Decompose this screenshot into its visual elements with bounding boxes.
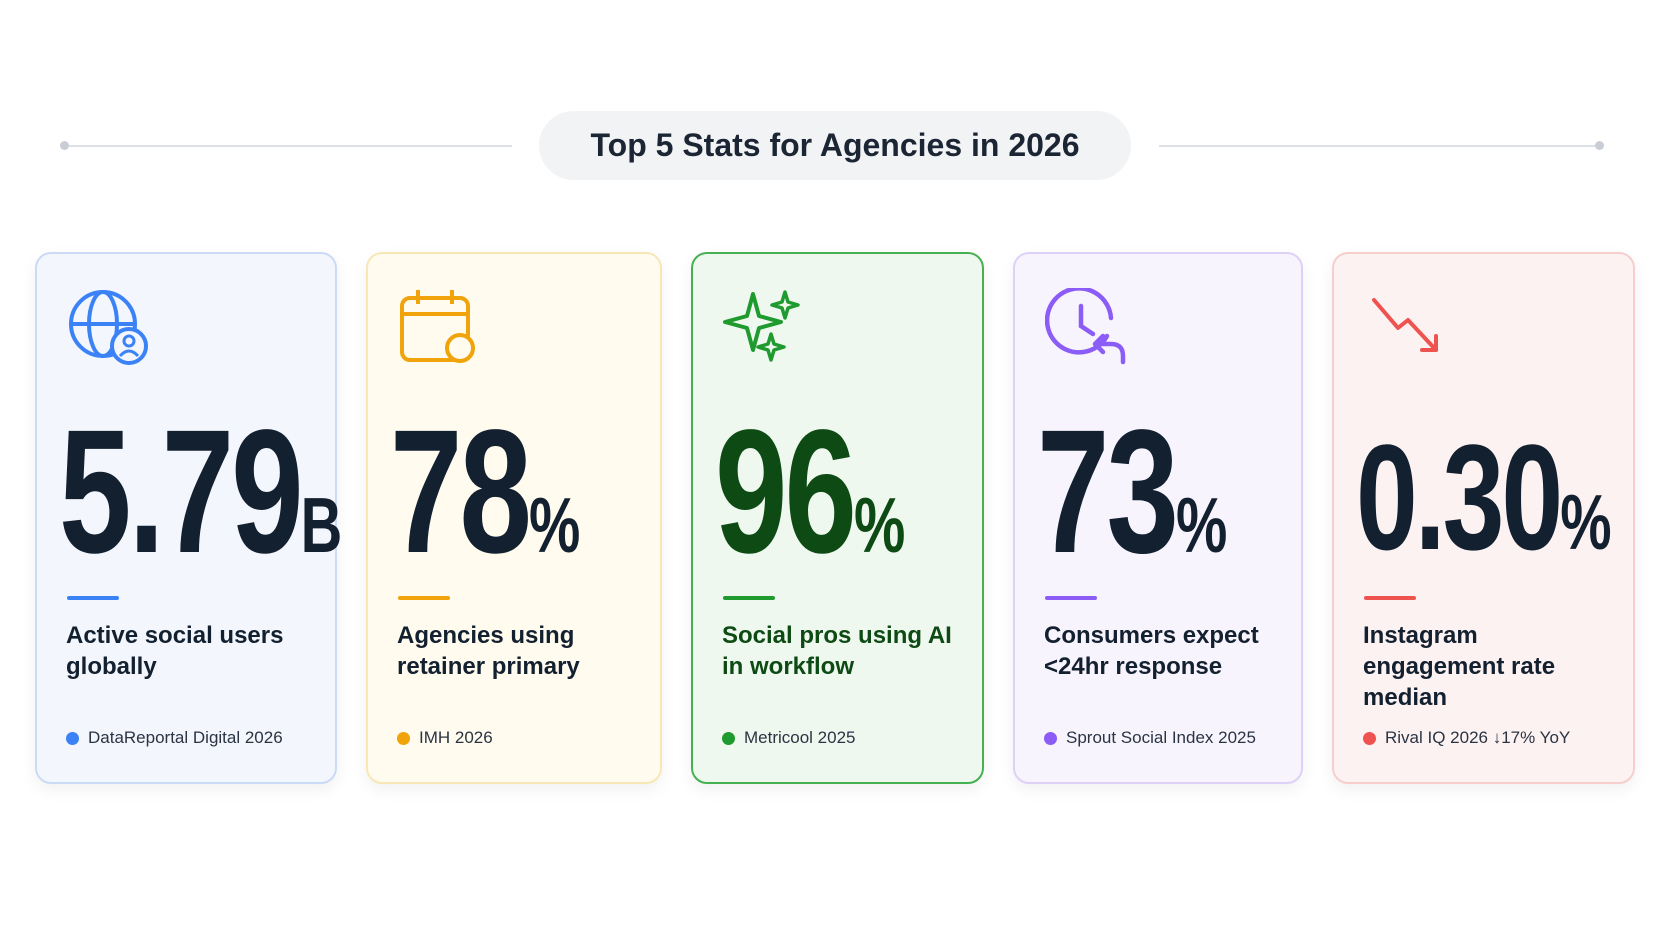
stat-label: Instagram engagement rate median <box>1363 622 1556 711</box>
stat-card: 5.79B Active social users globally DataRep… <box>35 252 342 784</box>
stat-number: 96% <box>715 404 905 580</box>
source-text: DataReportal Digital 2026 <box>88 728 283 747</box>
divider-dot <box>60 141 69 150</box>
stat-unit: % <box>1560 478 1612 566</box>
icon <box>723 290 800 362</box>
stat-unit: % <box>1175 481 1228 569</box>
stat-value: 0.30 <box>1356 413 1563 581</box>
stat-label: Active social users globally <box>66 622 284 680</box>
source: Sprout Social Index 2025 <box>1044 728 1256 748</box>
source: IMH 2026 <box>397 728 493 748</box>
stat-number: 5.79B <box>59 404 342 580</box>
accent-bar <box>67 596 119 600</box>
stat-unit: % <box>528 481 581 569</box>
stat-label: Social pros using AI in workflow <box>722 622 952 680</box>
divider-dot <box>1595 141 1604 150</box>
stat-value: 5.79 <box>59 394 304 590</box>
divider <box>64 145 512 147</box>
icon <box>1045 288 1126 365</box>
stat-label: Consumers expect <24hr response <box>1044 622 1259 680</box>
stat-number: 0.30% <box>1356 422 1612 572</box>
divider <box>1159 145 1599 147</box>
stat-unit: B <box>300 481 343 569</box>
title: Top 5 Stats for Agencies in 2026 <box>539 111 1131 180</box>
source-text: IMH 2026 <box>419 728 493 747</box>
source-dot <box>1044 731 1057 745</box>
source: Rival IQ 2026 ↓17% YoY <box>1363 728 1570 748</box>
icon <box>400 290 475 363</box>
accent-bar <box>1364 596 1416 600</box>
stat-card: 78% Agencies using retainer primary IMH 20… <box>366 252 662 784</box>
source-text: Metricool 2025 <box>744 728 856 747</box>
source: Metricool 2025 <box>722 728 856 748</box>
stat-unit: % <box>853 481 906 569</box>
source-dot <box>397 731 410 745</box>
stat-card: 73% Consumers expect <24hr response Sprout… <box>1013 252 1303 784</box>
source-dot <box>1363 731 1376 745</box>
stat-number: 73% <box>1037 404 1227 580</box>
stat-value: 73 <box>1037 394 1179 590</box>
source-text: Rival IQ 2026 ↓17% YoY <box>1385 728 1571 747</box>
source: DataReportal Digital 2026 <box>66 728 283 748</box>
source-dot <box>722 731 735 745</box>
stat-card: 96% Social pros using AI in workflow Metri… <box>691 252 984 784</box>
icon <box>69 290 148 365</box>
source-dot <box>66 731 79 745</box>
stat-value: 78 <box>390 394 532 590</box>
stat-value: 96 <box>715 394 857 590</box>
accent-bar <box>723 596 775 600</box>
source-text: Sprout Social Index 2025 <box>1066 728 1256 747</box>
accent-bar <box>1045 596 1097 600</box>
stat-label: Agencies using retainer primary <box>397 622 580 680</box>
icon <box>1372 298 1438 352</box>
accent-bar <box>398 596 450 600</box>
stat-number: 78% <box>390 404 580 580</box>
stat-card: 0.30% Instagram engagement rate median Riv… <box>1332 252 1635 784</box>
